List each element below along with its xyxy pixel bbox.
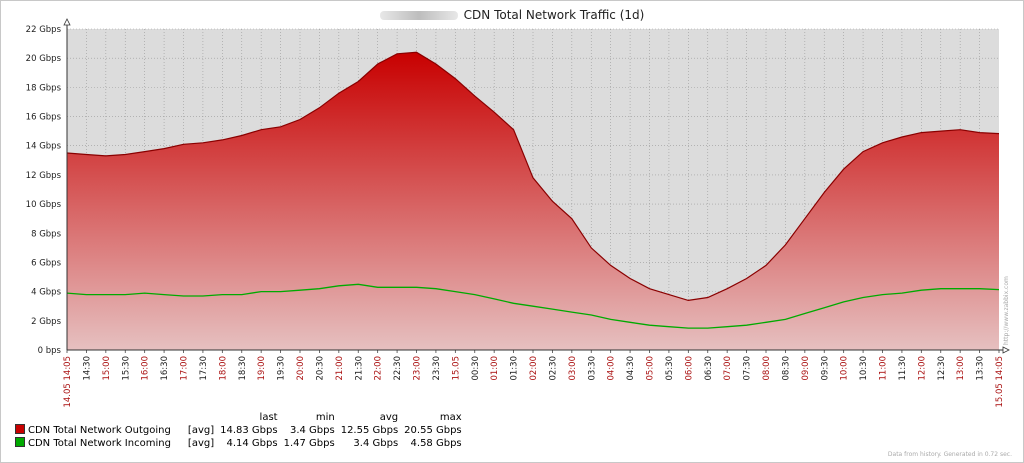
x-tick-label: 08:30 bbox=[781, 356, 791, 381]
x-tick-label: 17:00 bbox=[180, 356, 190, 381]
outgoing-area bbox=[67, 52, 999, 351]
x-tick-label: 23:00 bbox=[413, 356, 423, 381]
y-tick-label: 2 Gbps bbox=[31, 317, 61, 327]
x-tick-label: 07:30 bbox=[743, 356, 753, 381]
x-tick-label: 21:30 bbox=[354, 356, 364, 381]
legend-value-avg: 3.4 Gbps bbox=[353, 437, 399, 449]
x-tick-label: 14:30 bbox=[82, 356, 92, 381]
x-tick-label: 10:00 bbox=[840, 356, 850, 381]
x-tick-label: 09:00 bbox=[801, 356, 811, 381]
y-tick-label: 6 Gbps bbox=[31, 258, 61, 268]
legend-header-max: max bbox=[439, 412, 462, 423]
legend-func: [avg] bbox=[187, 424, 215, 436]
x-tick-label: 02:30 bbox=[548, 356, 558, 381]
y-axis-labels: 0 bps 2 Gbps 4 Gbps 6 Gbps 8 Gbps 10 Gbps 12 G… bbox=[26, 25, 62, 356]
x-tick-label: 19:30 bbox=[277, 356, 287, 381]
chart-title: CDN Total Network Traffic (1d) bbox=[0, 8, 1024, 22]
watermark-text: http://www.zabbix.com bbox=[1003, 276, 1010, 345]
legend-header-min: min bbox=[315, 412, 335, 423]
x-tick-label: 04:00 bbox=[607, 356, 617, 381]
x-tick-label: 03:00 bbox=[568, 356, 578, 381]
legend-series-name: CDN Total Network Outgoing bbox=[28, 425, 171, 436]
legend-series-name: CDN Total Network Incoming bbox=[28, 438, 171, 449]
x-tick-label: 15:00 bbox=[102, 356, 112, 381]
x-tick-label: 04:30 bbox=[626, 356, 636, 381]
y-tick-label: 4 Gbps bbox=[31, 288, 61, 298]
x-tick-label: 00:30 bbox=[471, 356, 481, 381]
x-tick-label: 23:30 bbox=[432, 356, 442, 381]
chart-title-text: CDN Total Network Traffic (1d) bbox=[463, 8, 645, 22]
legend-value-last: 4.14 Gbps bbox=[226, 437, 278, 449]
legend-header-avg: avg bbox=[379, 412, 399, 423]
outgoing-line bbox=[66, 51, 1000, 302]
x-tick-label: 16:30 bbox=[160, 356, 170, 381]
x-tick-label: 05:00 bbox=[646, 356, 656, 381]
y-tick-label: 10 Gbps bbox=[26, 200, 62, 210]
x-tick-label: 08:00 bbox=[762, 356, 772, 381]
x-tick-label: 02:00 bbox=[529, 356, 539, 381]
x-tick-label: 07:00 bbox=[723, 356, 733, 381]
legend-row-outgoing: CDN Total Network Outgoing [avg] 14.83 G… bbox=[12, 424, 465, 437]
x-tick-label: 10:30 bbox=[859, 356, 869, 381]
legend-value-avg: 12.55 Gbps bbox=[340, 424, 399, 436]
x-tick-label: 18:30 bbox=[238, 356, 248, 381]
legend-swatch-incoming bbox=[15, 437, 25, 447]
x-axis-arrow bbox=[1002, 346, 1010, 354]
legend-swatch-outgoing bbox=[15, 424, 25, 434]
x-tick-label: 01:00 bbox=[490, 356, 500, 381]
x-tick-label: 18:00 bbox=[218, 356, 228, 381]
x-tick-label: 15.05 14:05 bbox=[995, 356, 1005, 408]
x-tick-label: 11:30 bbox=[898, 356, 908, 381]
x-tick-label: 12:00 bbox=[917, 356, 927, 381]
x-tick-label: 01:30 bbox=[510, 356, 520, 381]
y-axis-arrow bbox=[63, 18, 71, 26]
legend-func: [avg] bbox=[187, 437, 215, 449]
incoming-line bbox=[66, 283, 1000, 329]
x-tick-label: 06:00 bbox=[684, 356, 694, 381]
series-layer bbox=[66, 51, 1000, 351]
legend-header-last: last bbox=[259, 412, 278, 423]
y-tick-label: 18 Gbps bbox=[26, 83, 62, 93]
x-tick-label: 13:00 bbox=[956, 356, 966, 381]
y-tick-label: 0 bps bbox=[38, 346, 62, 356]
x-tick-label: 09:30 bbox=[820, 356, 830, 381]
x-tick-label: 16:00 bbox=[141, 356, 151, 381]
x-tick-label: 14.05 14:05 bbox=[63, 356, 73, 408]
y-tick-label: 22 Gbps bbox=[26, 25, 62, 35]
legend-value-max: 20.55 Gbps bbox=[404, 424, 462, 436]
x-tick-label: 12:30 bbox=[937, 356, 947, 381]
y-tick-label: 16 Gbps bbox=[26, 113, 62, 123]
axes bbox=[63, 18, 1010, 354]
legend-row-incoming: CDN Total Network Incoming [avg] 4.14 Gb… bbox=[12, 437, 465, 450]
legend-value-last: 14.83 Gbps bbox=[220, 424, 278, 436]
legend-value-max: 4.58 Gbps bbox=[410, 437, 462, 449]
x-tick-label: 03:30 bbox=[587, 356, 597, 381]
x-tick-label: 20:00 bbox=[296, 356, 306, 381]
x-tick-label: 15.05 bbox=[451, 356, 461, 380]
y-tick-label: 12 Gbps bbox=[26, 171, 62, 181]
x-tick-label: 15:30 bbox=[121, 356, 131, 381]
x-tick-label: 13:30 bbox=[976, 356, 986, 381]
x-tick-label: 22:00 bbox=[374, 356, 384, 381]
x-tick-label: 19:00 bbox=[257, 356, 267, 381]
x-tick-label: 06:30 bbox=[704, 356, 714, 381]
x-tick-label: 17:30 bbox=[199, 356, 209, 381]
x-tick-label: 20:30 bbox=[315, 356, 325, 381]
y-tick-label: 14 Gbps bbox=[26, 142, 62, 152]
y-tick-label: 8 Gbps bbox=[31, 229, 61, 239]
x-tick-label: 05:30 bbox=[665, 356, 675, 381]
x-tick-label: 11:00 bbox=[879, 356, 889, 381]
legend-value-min: 1.47 Gbps bbox=[283, 437, 335, 449]
redacted-host-name bbox=[379, 11, 458, 20]
legend: last min avg max CDN Total Network Outgo… bbox=[12, 412, 465, 450]
x-axis-labels: 14.05 14:05 14:30 15:00 15:30 16:00 16:30 17:0… bbox=[63, 356, 1005, 408]
footer-text: Data from history. Generated in 0.72 sec… bbox=[887, 451, 1012, 458]
legend-value-min: 3.4 Gbps bbox=[289, 424, 335, 436]
y-tick-label: 20 Gbps bbox=[26, 54, 62, 64]
x-tick-label: 22:30 bbox=[393, 356, 403, 381]
x-tick-label: 21:00 bbox=[335, 356, 345, 381]
